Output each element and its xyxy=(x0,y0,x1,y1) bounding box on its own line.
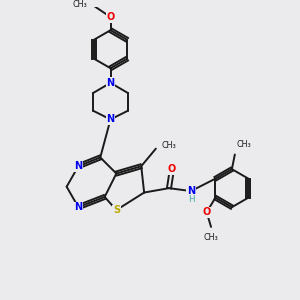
Text: N: N xyxy=(106,114,115,124)
Text: CH₃: CH₃ xyxy=(236,140,251,149)
Text: O: O xyxy=(168,164,176,174)
Text: CH₃: CH₃ xyxy=(72,0,87,9)
Text: H: H xyxy=(188,195,194,204)
Text: O: O xyxy=(106,12,115,22)
Text: CH₃: CH₃ xyxy=(204,233,218,242)
Text: CH₃: CH₃ xyxy=(161,141,176,150)
Text: N: N xyxy=(74,161,83,171)
Text: N: N xyxy=(106,78,115,88)
Text: N: N xyxy=(74,202,83,212)
Text: N: N xyxy=(187,186,195,196)
Text: O: O xyxy=(202,207,211,217)
Text: S: S xyxy=(113,205,120,215)
